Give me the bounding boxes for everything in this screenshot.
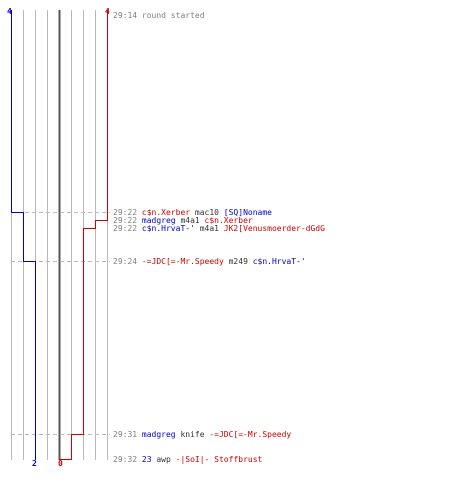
red-start-count: 4: [105, 7, 110, 16]
blue-start-count: 4: [7, 7, 12, 16]
weapon-name: knife: [175, 430, 210, 439]
blue-end-count: 2: [32, 459, 37, 468]
victim-name: c$n.Xerber: [204, 216, 253, 225]
event-time: 29:24: [113, 257, 142, 266]
log-row: 29:22 c$n.Xerber mac10 [SQ]Noname: [113, 209, 272, 217]
victim-name: -|SoI|- Stoffbrust: [175, 455, 263, 464]
event-time: 29:14: [113, 11, 142, 20]
log-row: 29:22 c$n.HrvaT-' m4a1 JK2[Venusmoerder-…: [113, 225, 325, 233]
killer-name: madgreg: [141, 216, 176, 225]
blue-team-line: [11, 10, 36, 460]
victim-name: -=JDC[=-Mr.Speedy: [209, 430, 292, 439]
victim-name: c$n.HrvaT-': [252, 257, 306, 266]
weapon-name: m4a1: [194, 224, 224, 233]
red-team-line: [59, 10, 108, 460]
event-time: 29:32: [113, 455, 142, 464]
victim-name: JK2[Venusmoerder-dGdG: [223, 224, 325, 233]
weapon-name: m4a1: [175, 216, 205, 225]
log-row: 29:22 madgreg m4a1 c$n.Xerber: [113, 217, 253, 225]
log-row: 29:24 -=JDC[=-Mr.Speedy m249 c$n.HrvaT-': [113, 258, 306, 266]
log-row: 29:32 23 awp -|SoI|- Stoffbrust: [113, 456, 262, 464]
event-time: 29:22: [113, 224, 142, 233]
weapon-name: awp: [151, 455, 176, 464]
event-time: 29:31: [113, 430, 142, 439]
red-end-count: 0: [58, 459, 63, 468]
victim-name: [SQ]Noname: [223, 208, 272, 217]
event-time: 29:22: [113, 216, 142, 225]
killer-name: c$n.HrvaT-': [141, 224, 195, 233]
weapon-name: m249: [223, 257, 253, 266]
killer-name: c$n.Xerber: [141, 208, 191, 217]
event-text: round started: [141, 11, 205, 20]
killer-name: -=JDC[=-Mr.Speedy: [141, 257, 224, 266]
event-time: 29:22: [113, 208, 142, 217]
log-row: 29:14 round started: [113, 12, 205, 20]
log-row: 29:31 madgreg knife -=JDC[=-Mr.Speedy: [113, 431, 291, 439]
killer-name: madgreg: [141, 430, 176, 439]
graph-grid: [11, 10, 108, 460]
weapon-name: mac10: [190, 208, 224, 217]
killer-name: 23: [141, 455, 152, 464]
